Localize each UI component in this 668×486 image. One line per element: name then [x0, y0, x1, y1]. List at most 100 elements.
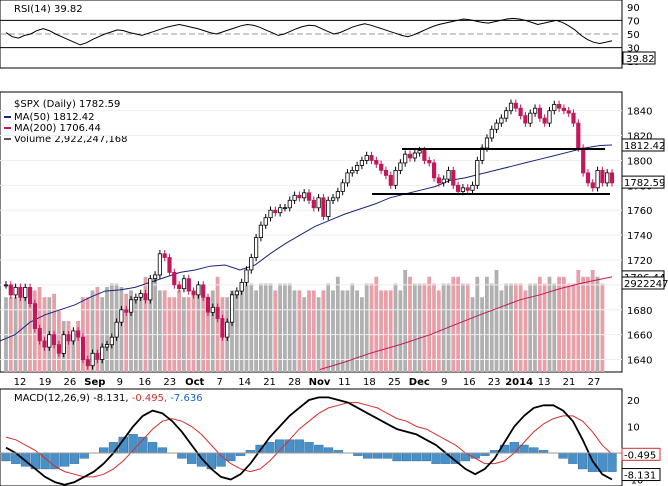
candle-body — [499, 117, 504, 124]
candle-body — [533, 107, 538, 114]
candle-body — [427, 159, 432, 164]
candle-body — [455, 184, 461, 192]
candle-body — [162, 253, 167, 258]
candle-body — [523, 115, 528, 124]
candle-body — [388, 174, 393, 186]
ma50-line — [0, 144, 613, 342]
price-panel: $SPX (Daily) 1782.59 MA(50) 1812.42MA(20… — [0, 91, 668, 373]
candle-body — [119, 309, 124, 323]
volume-bar — [461, 283, 465, 372]
macd-hist-bar — [578, 452, 588, 470]
volume-bar — [191, 290, 196, 372]
x-tick-label: 21 — [263, 377, 276, 388]
candle-body — [460, 187, 466, 192]
macd-hist-bar — [421, 452, 431, 462]
volume-bar — [153, 276, 157, 372]
volume-bar — [355, 290, 359, 372]
candle-body — [494, 122, 499, 130]
candle-body — [431, 162, 437, 179]
volume-bar — [456, 276, 460, 372]
volume-bar — [350, 283, 355, 372]
candle-body — [609, 172, 615, 184]
candle-body — [542, 117, 547, 124]
candle-body — [585, 172, 591, 184]
x-tick-label: 25 — [388, 377, 401, 388]
candle-body — [128, 299, 134, 313]
candle-body — [71, 330, 76, 342]
candle-body — [571, 112, 576, 124]
candle-body — [537, 107, 543, 119]
candle-body — [528, 112, 533, 124]
volume-bar — [283, 283, 287, 372]
macd-hist-bar — [558, 452, 568, 459]
x-tick-label: 7 — [216, 377, 222, 388]
volume-bar — [571, 283, 576, 372]
x-tick-label: 16 — [463, 377, 476, 388]
macd-hist-bar — [323, 447, 334, 454]
candle-body — [600, 169, 605, 184]
volume-bar — [398, 290, 403, 372]
candle-body — [340, 182, 345, 192]
candle-body — [152, 274, 158, 279]
candle-body — [268, 209, 273, 219]
ma50-tag-box — [621, 138, 665, 152]
candle-body — [42, 340, 47, 348]
rsi-tick-label: 30 — [627, 44, 640, 55]
candle-body — [513, 102, 518, 109]
candle-body — [335, 191, 341, 199]
x-tick-label: 14 — [238, 377, 251, 388]
x-tick-label: 18 — [363, 377, 376, 388]
candle-body — [263, 217, 268, 226]
volume-bar — [143, 276, 148, 372]
price-tick-label: 1740 — [627, 231, 652, 242]
volume-bar — [331, 290, 335, 372]
volume-bar — [177, 290, 181, 372]
candle-body — [561, 107, 567, 112]
volume-bar — [345, 290, 350, 372]
candle-body — [37, 327, 42, 342]
candle-body — [398, 162, 403, 171]
candle-body — [205, 296, 211, 313]
macd-hist-bar — [568, 452, 578, 464]
candle-body — [225, 321, 230, 338]
macd-signal-tag-box — [621, 447, 661, 461]
candle-body — [181, 278, 187, 290]
volume-bar — [374, 276, 379, 372]
legend-item: MA(200) 1706.44 — [14, 123, 101, 134]
candle-body — [253, 237, 259, 258]
candle-body — [287, 199, 292, 209]
candle-body — [47, 334, 52, 348]
candle-body — [273, 209, 278, 214]
x-tick-label: 23 — [488, 377, 501, 388]
last-price-tag: 1782.59 — [624, 178, 665, 189]
macd-hist-bar — [607, 452, 617, 472]
x-tick-label: Oct — [185, 377, 204, 388]
macd-panel: MACD(12,26,9) -8.131, -0.495, -7.636 20 1… — [0, 388, 661, 486]
candle-body — [32, 303, 38, 329]
ma50-tag: 1812.42 — [624, 141, 665, 152]
volume-bar — [234, 290, 239, 372]
candle-body — [229, 294, 235, 323]
volume-bar — [427, 276, 432, 372]
macd-label-part: -7.636 — [167, 393, 202, 404]
price-tick-label: 1640 — [627, 356, 652, 367]
volume-bar — [259, 283, 263, 372]
volume-bar — [542, 283, 547, 372]
x-tick-label: 2014 — [505, 377, 533, 388]
candle-body — [576, 122, 581, 149]
price-tick-label: 1800 — [627, 156, 652, 167]
rsi-line — [5, 17, 613, 46]
candle-body — [100, 346, 105, 360]
volume-bar — [504, 283, 509, 372]
macd-hist-bar — [265, 442, 275, 454]
candle-body — [504, 110, 509, 119]
volume-bar — [379, 290, 383, 372]
volume-bar — [422, 283, 427, 372]
macd-hist-bar — [226, 452, 236, 462]
volume-bar — [326, 283, 331, 372]
volume-bar — [105, 287, 109, 372]
volume-bar — [417, 283, 422, 372]
candle-body — [547, 110, 552, 124]
macd-hist-bar — [411, 452, 422, 462]
volume-bar — [441, 283, 446, 372]
